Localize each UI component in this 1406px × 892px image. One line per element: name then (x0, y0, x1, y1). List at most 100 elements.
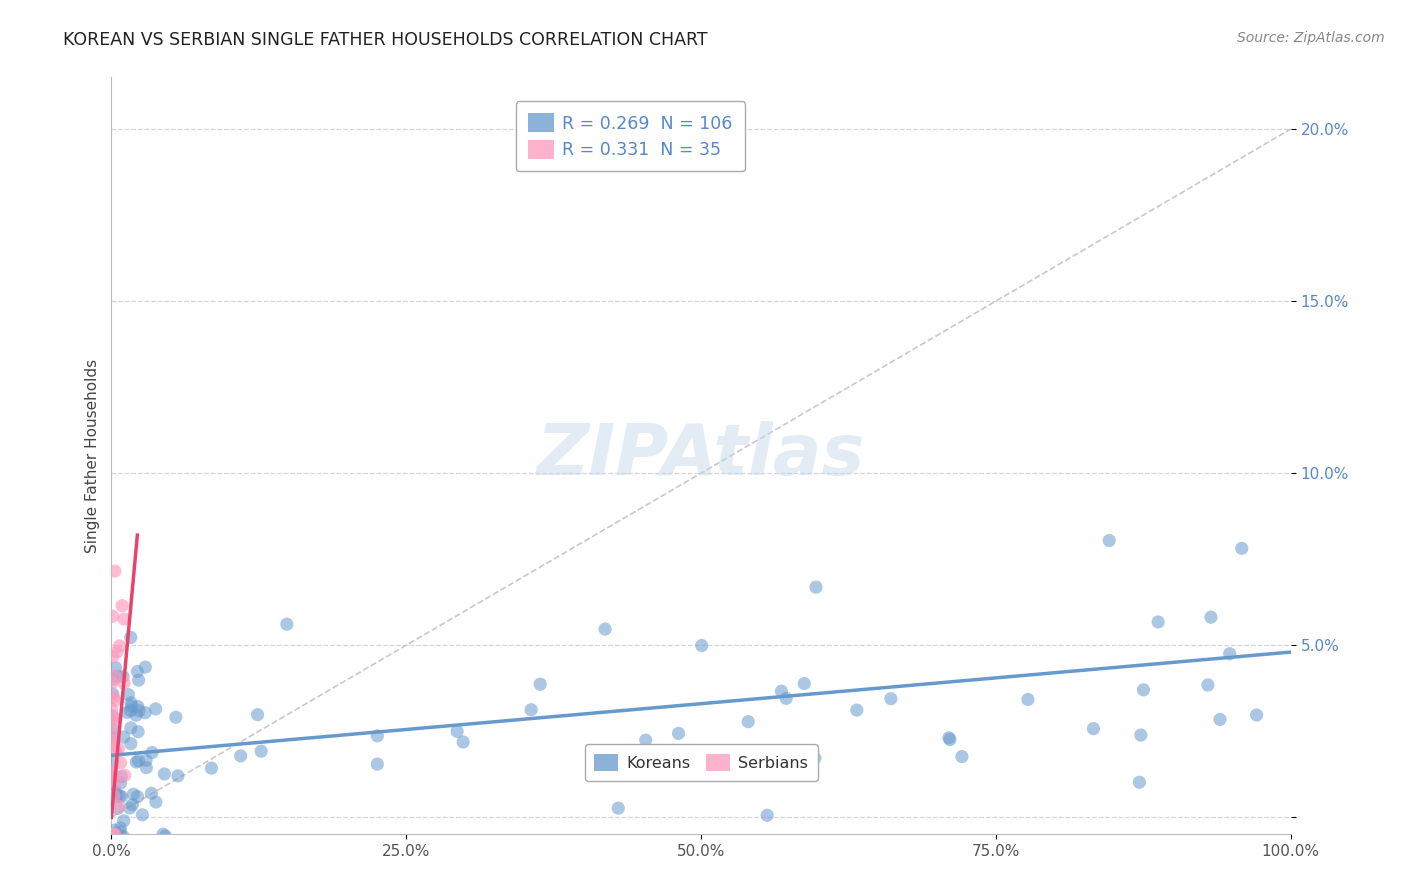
Point (145, 702, 167, 716)
Point (122, 787, 145, 801)
Point (173, 851, 195, 865)
Point (103, 768, 125, 782)
Point (690, 639, 713, 653)
Point (100, 827, 122, 841)
Point (1197, 678, 1219, 692)
Point (120, 721, 142, 735)
Y-axis label: Single Father Households: Single Father Households (86, 359, 100, 553)
Point (101, 609, 124, 624)
Point (668, 726, 690, 740)
Point (366, 757, 388, 772)
Point (101, 784, 124, 798)
Point (451, 735, 474, 749)
Point (112, 612, 135, 626)
Point (104, 830, 127, 844)
Point (770, 684, 793, 698)
Point (793, 676, 815, 690)
Point (110, 776, 132, 790)
Point (101, 726, 124, 740)
Point (120, 862, 142, 876)
Point (100, 827, 122, 841)
Point (950, 749, 973, 764)
Point (250, 744, 273, 758)
Point (104, 669, 127, 683)
Point (120, 696, 142, 710)
Point (101, 673, 124, 687)
Point (446, 724, 468, 739)
Text: ZIPAtlas: ZIPAtlas (537, 421, 865, 491)
Point (112, 830, 135, 844)
Point (101, 675, 124, 690)
Point (103, 789, 125, 803)
Point (111, 850, 134, 864)
Point (775, 691, 797, 706)
Point (100, 702, 122, 716)
Point (804, 580, 827, 594)
Text: KOREAN VS SERBIAN SINGLE FATHER HOUSEHOLDS CORRELATION CHART: KOREAN VS SERBIAN SINGLE FATHER HOUSEHOL… (63, 31, 707, 49)
Point (125, 755, 148, 769)
Point (110, 825, 132, 839)
Point (108, 639, 131, 653)
Point (111, 599, 134, 613)
Point (152, 827, 174, 841)
Point (120, 737, 142, 751)
Point (165, 710, 187, 724)
Point (155, 829, 177, 843)
Point (107, 836, 129, 850)
Point (135, 761, 157, 775)
Point (1132, 682, 1154, 697)
Point (128, 704, 150, 718)
Point (120, 631, 142, 645)
Point (101, 827, 124, 841)
Point (101, 687, 124, 701)
Point (1083, 722, 1105, 736)
Point (114, 768, 136, 782)
Point (110, 769, 132, 783)
Point (145, 795, 167, 809)
Point (737, 714, 759, 729)
Point (1129, 728, 1152, 742)
Point (104, 745, 127, 759)
Point (110, 756, 132, 770)
Legend: Koreans, Serbians: Koreans, Serbians (585, 745, 817, 781)
Point (101, 756, 124, 770)
Point (112, 676, 135, 690)
Point (112, 730, 135, 744)
Point (104, 564, 127, 578)
Point (101, 722, 124, 736)
Point (110, 821, 132, 835)
Point (200, 761, 222, 775)
Point (103, 690, 125, 704)
Point (141, 786, 163, 800)
Point (101, 827, 124, 841)
Point (105, 789, 128, 804)
Point (135, 753, 157, 767)
Point (101, 708, 124, 723)
Point (845, 703, 868, 717)
Point (1017, 692, 1039, 706)
Point (938, 731, 960, 745)
Point (101, 714, 124, 728)
Point (134, 706, 156, 720)
Point (1209, 712, 1232, 726)
Point (1199, 610, 1222, 624)
Point (607, 801, 630, 815)
Point (121, 699, 143, 714)
Point (112, 814, 135, 828)
Point (103, 827, 125, 841)
Point (804, 751, 827, 765)
Point (134, 660, 156, 674)
Point (118, 801, 141, 815)
Point (153, 767, 176, 781)
Point (120, 704, 142, 718)
Point (529, 677, 551, 691)
Point (167, 769, 190, 783)
Point (104, 776, 127, 790)
Point (880, 691, 903, 706)
Point (593, 622, 616, 636)
Point (101, 649, 124, 664)
Point (1246, 708, 1268, 723)
Point (634, 733, 657, 747)
Point (101, 731, 124, 745)
Point (366, 729, 388, 743)
